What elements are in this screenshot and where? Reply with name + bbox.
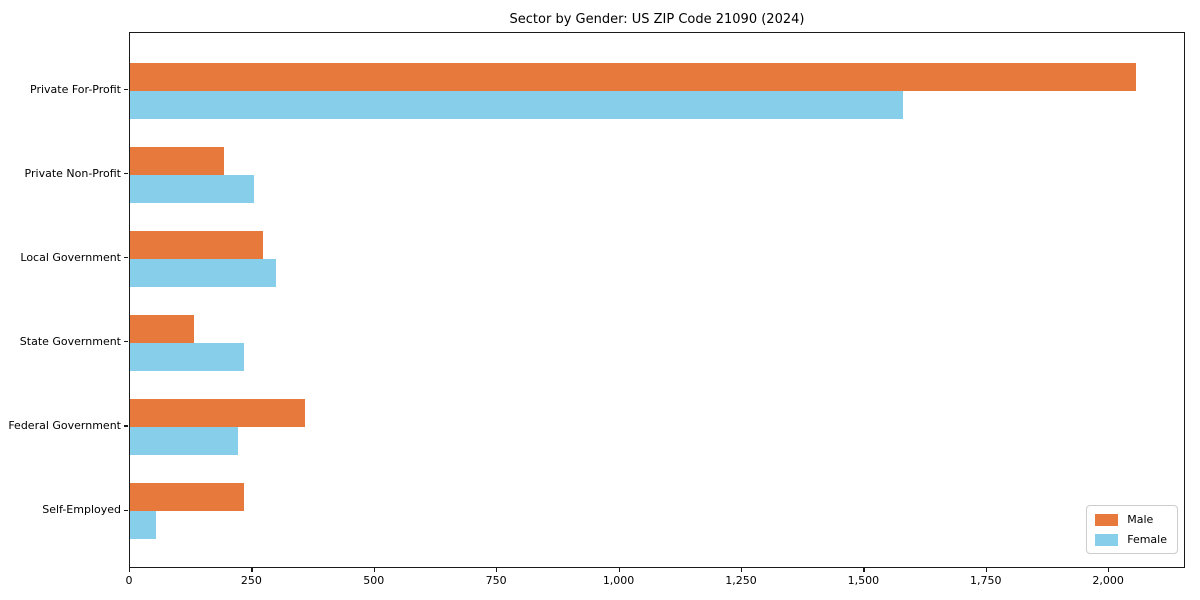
y-tick-mark-5 — [124, 509, 128, 511]
x-tick-label-3: 750 — [485, 574, 507, 587]
x-tick-mark-1 — [251, 568, 253, 572]
y-tick-mark-4 — [124, 425, 128, 427]
legend-item-male: Male — [1095, 513, 1167, 526]
y-tick-mark-3 — [124, 341, 128, 343]
y-tick-mark-2 — [124, 257, 128, 259]
x-tick-label-5: 1,250 — [725, 574, 757, 587]
y-axis-label-0: Private For-Profit — [30, 82, 121, 96]
y-axis-label-3: State Government — [19, 334, 121, 348]
x-tick-label-7: 1,750 — [969, 574, 1002, 587]
y-axis-label-2: Local Government — [20, 250, 121, 264]
bar-female-1 — [130, 174, 254, 203]
y-tick-mark-0 — [124, 89, 128, 91]
x-tick-label-2: 500 — [363, 574, 385, 587]
x-tick-mark-5 — [740, 568, 743, 572]
x-tick-label-1: 250 — [240, 574, 262, 587]
bar-male-5 — [130, 483, 245, 511]
legend-swatch-male-icon — [1095, 513, 1119, 526]
x-tick-mark-6 — [863, 568, 865, 572]
chart-title: Sector by Gender: US ZIP Code 21090 (202… — [509, 12, 805, 27]
x-tick-mark-8 — [1108, 568, 1110, 572]
x-tick-mark-3 — [496, 568, 498, 572]
legend-item-female: Female — [1095, 533, 1167, 546]
legend-label-female: Female — [1127, 533, 1167, 546]
x-tick-label-6: 1,500 — [847, 574, 880, 587]
plot-area: Male Female — [129, 32, 1185, 568]
bar-male-3 — [130, 314, 195, 343]
legend: Male Female — [1086, 505, 1178, 554]
bar-female-2 — [130, 258, 276, 287]
x-tick-mark-2 — [373, 568, 375, 572]
x-tick-label-0: 0 — [125, 574, 133, 587]
y-tick-mark-1 — [124, 173, 128, 175]
x-tick-mark-4 — [618, 568, 620, 572]
bar-male-0 — [130, 62, 1137, 91]
y-axis-label-4: Federal Government — [8, 418, 121, 432]
x-tick-mark-0 — [129, 568, 131, 572]
y-axis-label-1: Private Non-Profit — [24, 166, 121, 180]
legend-label-male: Male — [1127, 513, 1154, 526]
bar-female-5 — [130, 511, 156, 539]
x-tick-label-8: 2,000 — [1092, 574, 1124, 587]
bar-male-4 — [130, 398, 305, 427]
bar-female-0 — [130, 90, 903, 119]
legend-swatch-female-icon — [1095, 533, 1119, 546]
bar-female-3 — [130, 342, 245, 371]
x-tick-label-4: 1,000 — [602, 574, 635, 587]
bar-male-1 — [130, 146, 225, 175]
y-axis-label-5: Self-Employed — [42, 503, 121, 516]
x-tick-mark-7 — [985, 568, 987, 572]
bar-male-2 — [130, 230, 263, 259]
bar-female-4 — [130, 426, 238, 455]
